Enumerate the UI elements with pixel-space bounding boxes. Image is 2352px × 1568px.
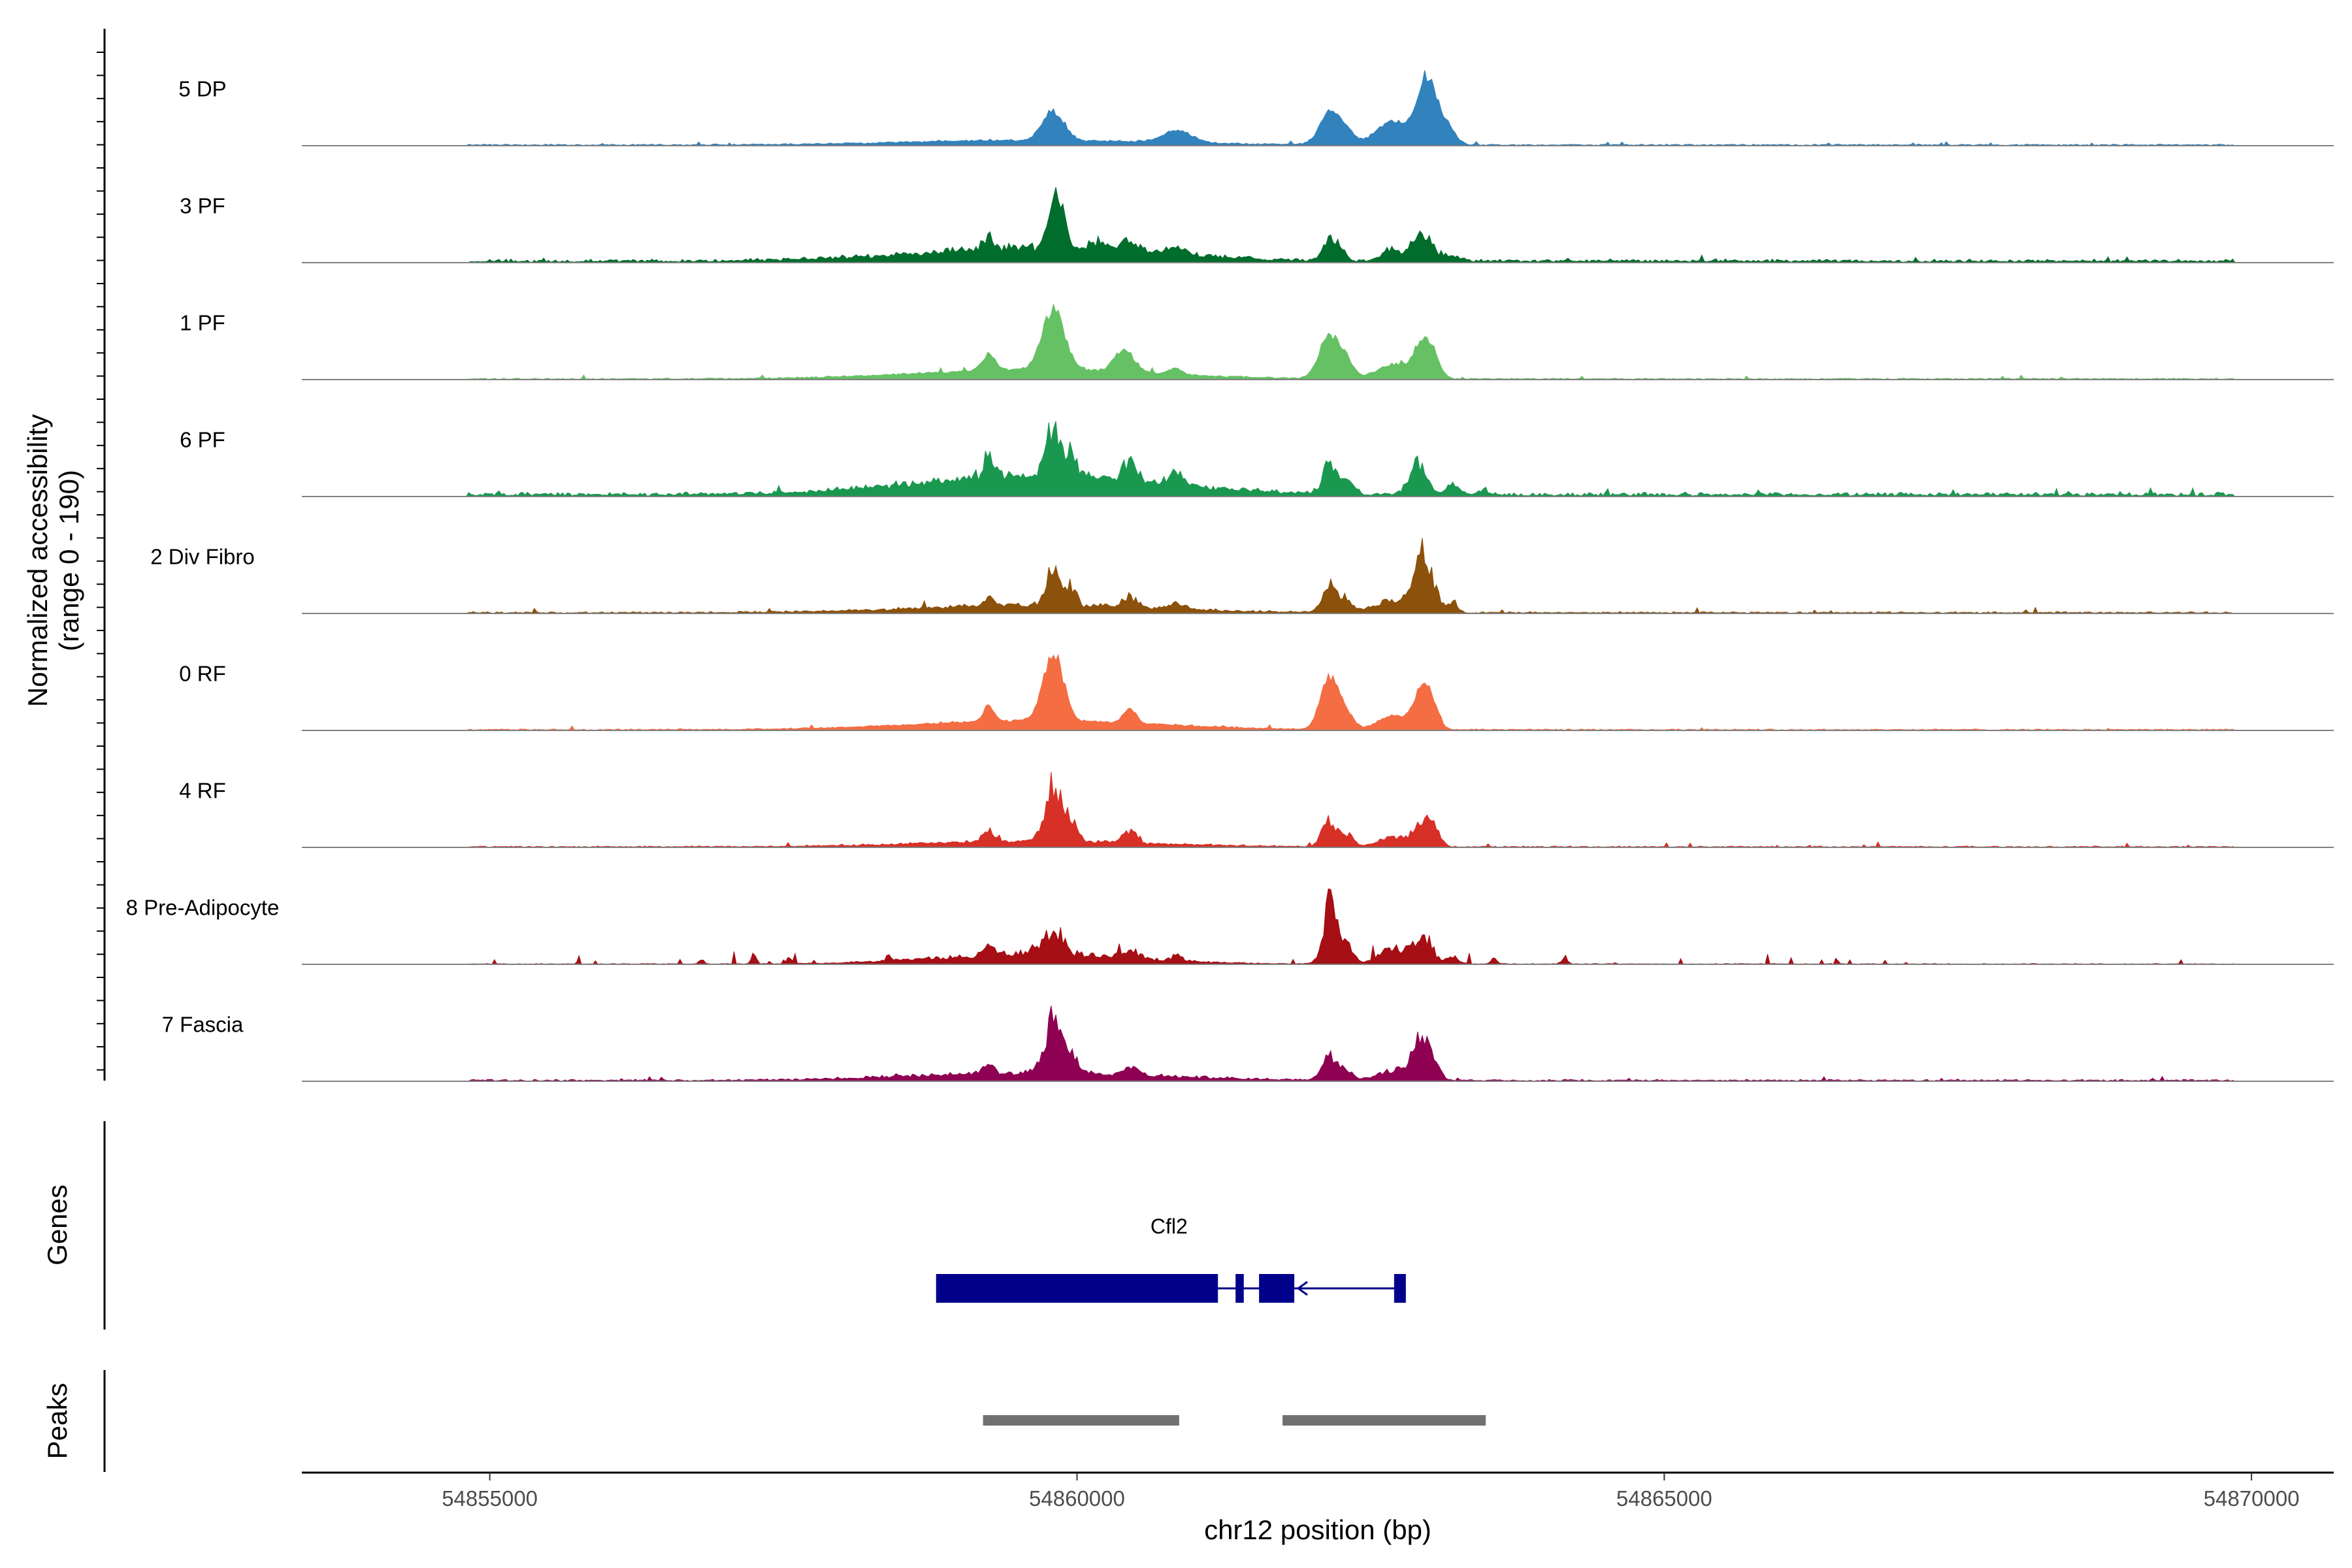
gene-exon — [1394, 1274, 1406, 1303]
track-label: 7 Fascia — [162, 1013, 244, 1037]
coverage-area — [302, 421, 2334, 497]
x-tick-label: 54865000 — [1616, 1486, 1712, 1511]
peak-region — [1282, 1415, 1486, 1426]
x-axis-title: chr12 position (bp) — [1204, 1514, 1431, 1545]
peaks-panel-label: Peaks — [42, 1383, 73, 1460]
track-label: 0 RF — [179, 662, 226, 686]
coverage-tracks: 5 DP 3 PF 1 PF 6 PF 2 Div Fibro 0 RF 4 RF 8 Pre… — [126, 70, 2334, 1082]
coverage-y-ticks — [97, 52, 105, 1071]
track-2-div-fibro: 2 Div Fibro — [150, 538, 2334, 614]
coverage-area — [302, 187, 2334, 263]
track-6-pf: 6 PF — [180, 421, 2334, 497]
coverage-area — [302, 653, 2334, 731]
coverage-area — [302, 888, 2334, 965]
track-label: 1 PF — [180, 311, 225, 335]
track-1-pf: 1 PF — [180, 304, 2334, 380]
x-tick-label: 54870000 — [2204, 1486, 2300, 1511]
x-tick-label: 54860000 — [1029, 1486, 1125, 1511]
coverage-area — [302, 538, 2334, 614]
coverage-area — [302, 1005, 2334, 1082]
track-3-pf: 3 PF — [180, 187, 2334, 263]
coverage-area — [302, 304, 2334, 380]
gene-exon — [936, 1274, 1218, 1303]
track-label: 5 DP — [178, 77, 226, 101]
x-axis-ticks: 54855000 54860000 54865000 54870000 — [442, 1473, 2300, 1511]
track-label: 8 Pre-Adipocyte — [126, 896, 280, 920]
coverage-area — [302, 772, 2334, 848]
gene-exon — [1235, 1274, 1244, 1303]
gene-track: Cfl2 — [936, 1215, 1406, 1303]
x-tick-label: 54855000 — [442, 1486, 538, 1511]
coverage-area — [302, 70, 2334, 146]
gene-exon — [1259, 1274, 1295, 1303]
track-0-rf: 0 RF — [179, 653, 2334, 731]
y-axis-title-line1: Normalized accessibility — [22, 414, 53, 707]
track-label: 4 RF — [179, 779, 226, 803]
track-label: 2 Div Fibro — [150, 545, 255, 569]
track-7-fascia: 7 Fascia — [162, 1005, 2334, 1082]
peak-region — [983, 1415, 1179, 1426]
track-4-rf: 4 RF — [179, 772, 2334, 848]
track-5-dp: 5 DP — [178, 70, 2334, 146]
track-8-pre-adipocyte: 8 Pre-Adipocyte — [126, 888, 2334, 965]
track-label: 6 PF — [180, 428, 225, 452]
track-label: 3 PF — [180, 194, 225, 218]
gene-label: Cfl2 — [1151, 1215, 1188, 1238]
genes-panel-label: Genes — [42, 1184, 73, 1266]
strand-arrow-icon — [1296, 1281, 1308, 1296]
y-axis-title-line2: (range 0 - 190) — [54, 470, 84, 651]
peak-track — [983, 1415, 1486, 1426]
